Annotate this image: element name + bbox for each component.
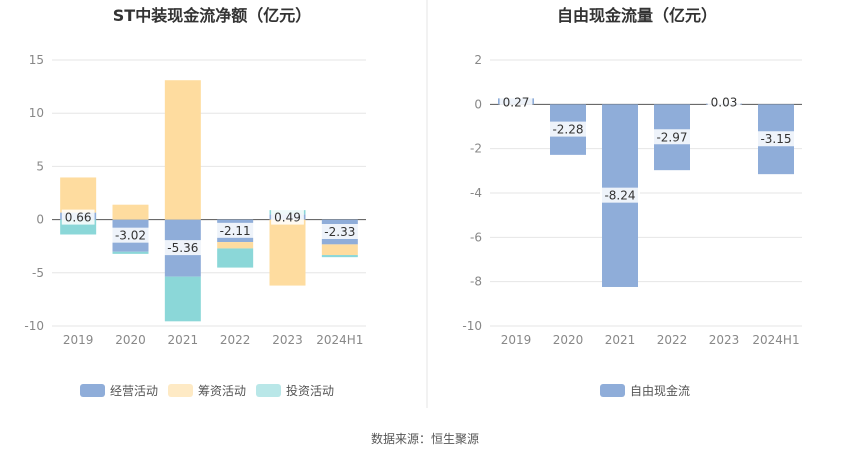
left-chart-title: ST中装现金流净额（亿元） — [113, 6, 311, 25]
data-label: -3.02 — [115, 229, 146, 243]
y-tick-label: -8 — [470, 275, 482, 289]
legend-swatch-investing[interactable] — [256, 384, 281, 397]
data-label: -3.15 — [760, 132, 791, 146]
data-label-bg — [110, 227, 151, 243]
y-tick-label: -4 — [470, 186, 482, 200]
data-label-bg — [271, 209, 304, 225]
bar-investing-2024H1[interactable] — [321, 255, 358, 258]
data-label-bg — [600, 187, 640, 203]
y-tick-label: -6 — [470, 230, 482, 244]
data-label: -8.24 — [604, 189, 635, 203]
x-tick-label: 2019 — [501, 333, 532, 347]
data-label-bg — [548, 121, 588, 137]
bar-financing-2024H1[interactable] — [321, 244, 358, 256]
legend-swatch-operating[interactable] — [80, 384, 105, 397]
data-label: 0.49 — [274, 211, 301, 225]
bar-investing-2022[interactable] — [217, 248, 254, 268]
y-tick-label: 15 — [29, 53, 44, 67]
legend-swatch-financing[interactable] — [168, 384, 193, 397]
data-label-bg — [215, 222, 256, 238]
legend-label-operating[interactable]: 经营活动 — [110, 384, 158, 398]
data-label: -2.11 — [220, 224, 251, 238]
data-label-bg — [756, 131, 796, 147]
y-tick-label: -2 — [470, 142, 482, 156]
right-legend: 自由现金流 — [600, 383, 690, 398]
bar-financing-2023[interactable] — [269, 219, 306, 286]
data-source-footer: 数据来源：恒生聚源 — [371, 431, 479, 446]
data-label: -2.33 — [324, 225, 355, 239]
bar-financing-2021[interactable] — [164, 80, 201, 220]
data-label-bg — [652, 129, 692, 145]
y-tick-label: 10 — [29, 106, 44, 120]
y-tick-label: 0 — [36, 213, 44, 227]
x-tick-label: 2021 — [168, 333, 199, 347]
x-tick-label: 2024H1 — [752, 333, 799, 347]
right-chart-title: 自由现金流量（亿元） — [557, 6, 717, 25]
x-tick-label: 2021 — [605, 333, 636, 347]
x-tick-label: 2022 — [657, 333, 688, 347]
bar-investing-2020[interactable] — [112, 251, 149, 254]
free-cash-flow-chart: 自由现金流量（亿元） 2 0 -2 -4 -6 -8 -10 0.27 -2.28 -8.24 -… — [462, 6, 802, 398]
x-tick-label: 2022 — [220, 333, 251, 347]
data-label-bg — [61, 209, 95, 225]
x-tick-label: 2020 — [115, 333, 146, 347]
y-tick-label: -5 — [32, 266, 44, 280]
data-label: 0.27 — [503, 95, 530, 109]
y-tick-label: -10 — [24, 319, 44, 333]
data-label: -5.36 — [167, 241, 198, 255]
data-label-bg — [707, 94, 741, 110]
data-label-bg — [319, 223, 360, 239]
y-tick-label: 0 — [474, 97, 482, 111]
bar-financing-2020[interactable] — [112, 204, 149, 220]
data-label: -2.97 — [656, 130, 687, 144]
bar-financing-2019[interactable] — [60, 177, 97, 213]
bar-investing-2021[interactable] — [164, 276, 201, 322]
y-tick-label: -10 — [462, 319, 482, 333]
y-tick-label: 2 — [474, 53, 482, 67]
x-tick-label: 2023 — [272, 333, 303, 347]
legend-swatch-free-cash-flow[interactable] — [600, 384, 625, 397]
x-tick-label: 2019 — [63, 333, 94, 347]
data-label: 0.03 — [711, 95, 738, 109]
x-tick-label: 2024H1 — [316, 333, 363, 347]
cash-flow-net-chart: ST中装现金流净额（亿元） 15 10 5 0 -5 -10 0.66 -3.02 -5.36… — [24, 6, 366, 398]
data-label-bg — [162, 240, 203, 256]
y-tick-label: 5 — [36, 159, 44, 173]
legend-label-investing[interactable]: 投资活动 — [286, 383, 334, 398]
x-tick-label: 2023 — [709, 333, 740, 347]
x-tick-label: 2020 — [553, 333, 584, 347]
data-label: 0.66 — [65, 211, 92, 225]
data-label: -2.28 — [552, 123, 583, 137]
left-legend: 经营活动 筹资活动 投资活动 — [80, 383, 334, 398]
data-label-bg — [499, 94, 533, 110]
legend-label-free-cash-flow[interactable]: 自由现金流 — [630, 383, 690, 398]
legend-label-financing[interactable]: 筹资活动 — [198, 384, 246, 398]
bar-financing-2022[interactable] — [217, 242, 254, 249]
